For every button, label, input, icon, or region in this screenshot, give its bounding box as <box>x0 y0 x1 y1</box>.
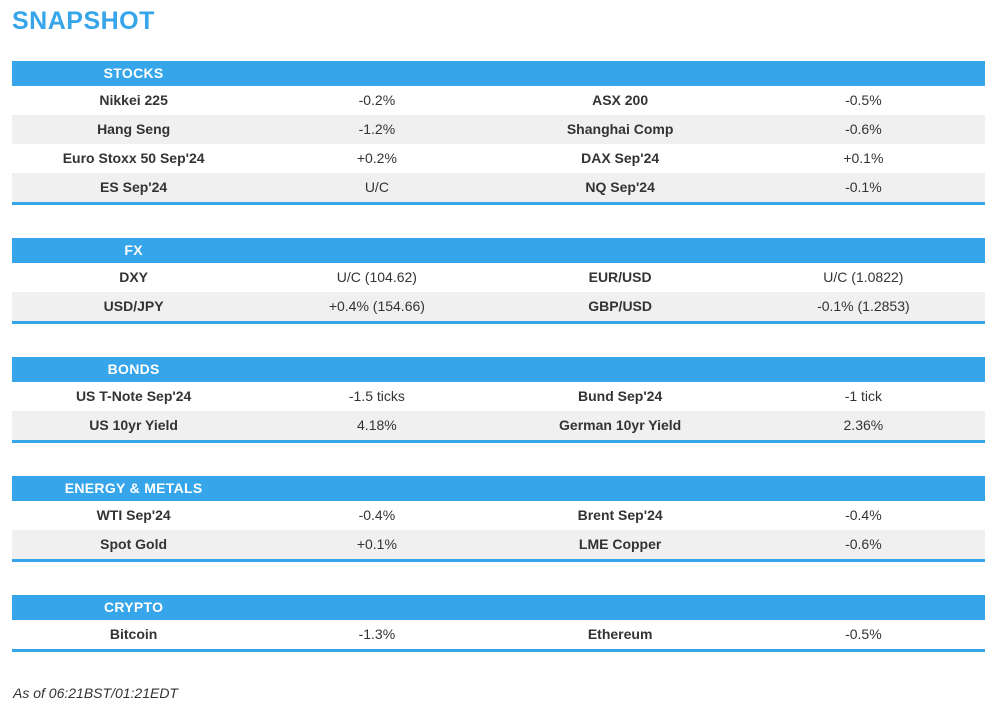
table-row: WTI Sep'24 -0.4% Brent Sep'24 -0.4% <box>12 500 985 530</box>
instrument-value: U/C (104.62) <box>336 269 417 285</box>
instrument-name: DXY <box>119 269 149 285</box>
instrument-name: NQ Sep'24 <box>585 179 655 195</box>
instrument-value: +0.4% (154.66) <box>328 298 425 314</box>
table-row: Nikkei 225 -0.2% ASX 200 -0.5% <box>12 85 985 115</box>
instrument-name: Ethereum <box>587 626 653 642</box>
instrument-value: -1.5 ticks <box>348 388 405 404</box>
instrument-value: 2.36% <box>843 417 884 433</box>
section-header-bonds-label: BONDS <box>107 361 160 377</box>
section-header-stocks-label: STOCKS <box>103 65 164 81</box>
instrument-value: -0.4% <box>358 507 396 523</box>
instrument-name: WTI Sep'24 <box>96 507 171 523</box>
section-header-bar: BONDS <box>12 356 985 382</box>
instrument-value: -0.5% <box>845 626 882 642</box>
table-row: US 10yr Yield 4.18% German 10yr Yield 2.… <box>12 410 985 440</box>
instrument-name: US 10yr Yield <box>89 417 178 433</box>
section-header-bar: FX <box>12 237 985 263</box>
section-stocks: STOCKS Nikkei 225 -0.2% ASX 200 -0.5% Ha… <box>12 60 985 205</box>
instrument-value: -0.1% (1.2853) <box>817 298 910 314</box>
instrument-name: Bitcoin <box>109 626 158 642</box>
table-row: Bitcoin -1.3% Ethereum -0.5% <box>12 619 985 649</box>
as-of-timestamp: As of 06:21BST/01:21EDT <box>13 684 178 701</box>
section-energy-metals: ENERGY & METALS WTI Sep'24 -0.4% Brent S… <box>12 475 985 562</box>
instrument-value: -0.4% <box>845 507 882 523</box>
instrument-value: -1.3% <box>358 626 396 642</box>
instrument-name: Spot Gold <box>100 536 168 552</box>
section-header-bar: STOCKS <box>12 60 985 86</box>
instrument-value: U/C (1.0822) <box>823 269 904 285</box>
section-header-crypto-label: CRYPTO <box>103 599 164 615</box>
instrument-name: ES Sep'24 <box>100 179 168 195</box>
instrument-name: Shanghai Comp <box>566 121 674 137</box>
instrument-value: -1.2% <box>358 121 396 137</box>
instrument-name: LME Copper <box>578 536 662 552</box>
instrument-name: GBP/USD <box>588 298 653 314</box>
table-row: US T-Note Sep'24 -1.5 ticks Bund Sep'24 … <box>12 381 985 411</box>
instrument-value: -0.1% <box>845 179 882 195</box>
table-row: Euro Stoxx 50 Sep'24 +0.2% DAX Sep'24 +0… <box>12 143 985 173</box>
instrument-name: Brent Sep'24 <box>577 507 663 523</box>
table-row: Spot Gold +0.1% LME Copper -0.6% <box>12 529 985 559</box>
section-header-bar: ENERGY & METALS <box>12 475 985 501</box>
section-fx: FX DXY U/C (104.62) EUR/USD U/C (1.0822)… <box>12 237 985 324</box>
table-row: ES Sep'24 U/C NQ Sep'24 -0.1% <box>12 172 985 202</box>
instrument-name: Hang Seng <box>97 121 171 137</box>
table-row: Hang Seng -1.2% Shanghai Comp -0.6% <box>12 114 985 144</box>
table-row: DXY U/C (104.62) EUR/USD U/C (1.0822) <box>12 262 985 292</box>
instrument-value: U/C <box>364 179 389 195</box>
instrument-value: -0.6% <box>845 121 882 137</box>
instrument-name: Euro Stoxx 50 Sep'24 <box>62 150 205 166</box>
instrument-name: Nikkei 225 <box>99 92 168 108</box>
section-bonds: BONDS US T-Note Sep'24 -1.5 ticks Bund S… <box>12 356 985 443</box>
instrument-value: 4.18% <box>357 417 397 433</box>
section-header-energy-metals-label: ENERGY & METALS <box>64 480 203 496</box>
section-header-bar: CRYPTO <box>12 594 985 620</box>
instrument-value: +0.1% <box>843 150 884 166</box>
instrument-value: -0.6% <box>845 536 882 552</box>
section-crypto: CRYPTO Bitcoin -1.3% Ethereum -0.5% <box>12 594 985 652</box>
instrument-name: EUR/USD <box>588 269 652 285</box>
section-header-fx-label: FX <box>124 242 143 258</box>
instrument-name: ASX 200 <box>592 92 649 108</box>
instrument-value: -0.2% <box>358 92 396 108</box>
instrument-name: USD/JPY <box>103 298 164 314</box>
instrument-name: DAX Sep'24 <box>581 150 660 166</box>
instrument-name: US T-Note Sep'24 <box>75 388 192 404</box>
instrument-name: German 10yr Yield <box>559 417 682 433</box>
table-row: USD/JPY +0.4% (154.66) GBP/USD -0.1% (1.… <box>12 291 985 321</box>
instrument-value: +0.2% <box>356 150 397 166</box>
instrument-value: -1 tick <box>844 388 883 404</box>
instrument-value: +0.1% <box>356 536 397 552</box>
instrument-name: Bund Sep'24 <box>578 388 663 404</box>
instrument-value: -0.5% <box>845 92 882 108</box>
page-title: SNAPSHOT <box>12 7 155 35</box>
